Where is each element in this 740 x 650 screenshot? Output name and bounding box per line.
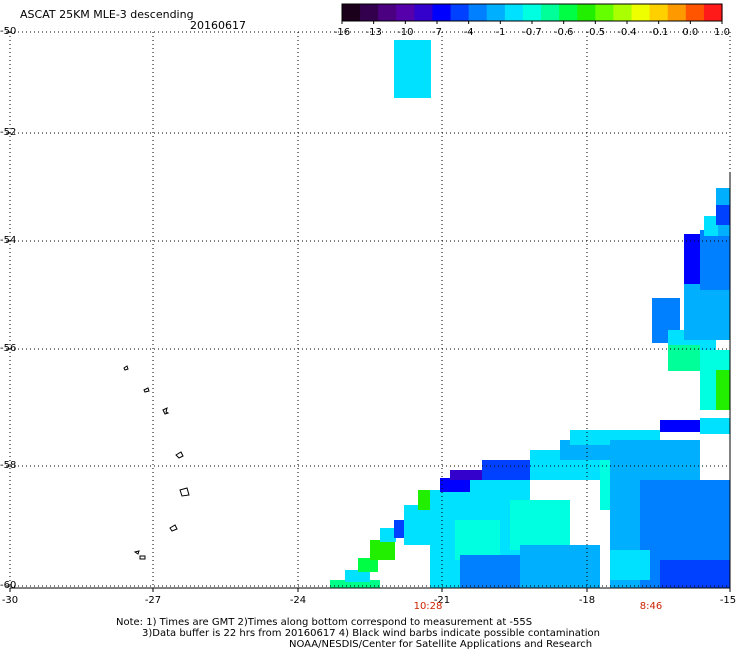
swath-cell bbox=[668, 345, 700, 371]
swath-cell bbox=[610, 550, 650, 580]
lat-label-50: -50 bbox=[0, 26, 17, 37]
swath-cell bbox=[700, 418, 730, 434]
swath-cell bbox=[660, 420, 700, 432]
colorbar-tick-label: -0.7 bbox=[522, 27, 542, 38]
lat-label-60: -60 bbox=[0, 580, 17, 591]
swath-cell bbox=[370, 540, 395, 560]
note-line-1: Note: 1) Times are GMT 2)Times along bot… bbox=[116, 617, 533, 628]
swath-cell bbox=[380, 528, 396, 542]
colorbar-swatch bbox=[450, 4, 470, 21]
lon-label-21: -21 bbox=[433, 595, 451, 606]
time-label: 8:46 bbox=[639, 601, 663, 612]
map-frame bbox=[6, 31, 731, 592]
swath-cell bbox=[510, 500, 570, 550]
island bbox=[123, 365, 129, 371]
time-label: 10:28 bbox=[413, 601, 443, 612]
colorbar-swatch bbox=[378, 4, 397, 21]
colorbar-swatch bbox=[504, 4, 524, 21]
colorbar-swatch bbox=[649, 4, 669, 21]
swath-cell bbox=[450, 470, 490, 480]
island bbox=[169, 524, 178, 532]
colorbar-tick-label: -13 bbox=[365, 27, 382, 38]
grid-lines bbox=[9, 31, 731, 588]
colorbar-tick-label: -7 bbox=[432, 27, 442, 38]
lat-label-56: -56 bbox=[0, 343, 17, 354]
colorbar-swatch bbox=[577, 4, 596, 21]
colorbar-swatch bbox=[613, 4, 633, 21]
lon-label-15: -15 bbox=[719, 595, 737, 606]
colorbar-tick-label: -4 bbox=[463, 27, 474, 38]
swath-cell bbox=[358, 558, 378, 572]
colorbar-swatch bbox=[703, 4, 723, 21]
colorbar-swatch bbox=[541, 4, 560, 21]
swath-cell bbox=[520, 545, 600, 588]
island-outlines bbox=[123, 365, 190, 560]
swath-cell bbox=[394, 520, 404, 538]
lat-label-54: -54 bbox=[0, 235, 17, 246]
colorbar-swatch bbox=[667, 4, 687, 21]
colorbar-swatch bbox=[468, 4, 488, 21]
swath-cell bbox=[716, 205, 730, 225]
island bbox=[143, 387, 150, 393]
colorbar-swatch bbox=[342, 4, 361, 21]
swath-cell bbox=[404, 505, 430, 545]
island bbox=[179, 487, 190, 497]
note-line-3: NOAA/NESDIS/Center for Satellite Applica… bbox=[289, 639, 593, 650]
colorbar-tick-label: -10 bbox=[397, 27, 414, 38]
colorbar-swatch bbox=[595, 4, 615, 21]
colorbar-swatch bbox=[522, 4, 542, 21]
colorbar bbox=[341, 3, 723, 24]
colorbar-tick-label: -1 bbox=[495, 27, 506, 38]
swath-cell bbox=[716, 370, 730, 410]
colorbar-swatch bbox=[396, 4, 415, 21]
note-line-2: 3)Data buffer is 22 hrs from 20160617 4)… bbox=[142, 628, 600, 639]
swath-cell bbox=[330, 580, 380, 588]
colorbar-swatch bbox=[559, 4, 578, 21]
swath-cell bbox=[704, 216, 718, 236]
colorbar-swatch bbox=[360, 4, 379, 21]
swath-cell bbox=[482, 460, 530, 480]
lon-label-30: -30 bbox=[1, 595, 19, 606]
colorbar-tick-label: -0.5 bbox=[585, 27, 606, 38]
colorbar-tick-label: -0.6 bbox=[553, 27, 574, 38]
colorbar-swatch bbox=[631, 4, 651, 21]
lon-label-18: -18 bbox=[578, 595, 596, 606]
lat-label-58: -58 bbox=[0, 460, 17, 471]
island bbox=[133, 550, 146, 560]
island bbox=[175, 451, 184, 459]
swath-cell bbox=[660, 560, 730, 588]
swath-cell bbox=[455, 520, 500, 560]
map-date: 20160617 bbox=[190, 19, 246, 32]
lon-label-24: -24 bbox=[289, 595, 307, 606]
lon-label-27: -27 bbox=[144, 595, 162, 606]
map-title: ASCAT 25KM MLE-3 descending bbox=[20, 8, 194, 21]
lat-label-52: -52 bbox=[0, 127, 17, 138]
swath-cell bbox=[460, 555, 520, 588]
colorbar-swatch bbox=[486, 4, 506, 21]
colorbar-swatch bbox=[685, 4, 705, 21]
colorbar-swatch bbox=[414, 4, 434, 21]
swath-cell bbox=[394, 40, 431, 98]
swath-cell bbox=[700, 230, 730, 290]
swath-cell bbox=[345, 570, 370, 582]
colorbar-swatch bbox=[432, 4, 452, 21]
wind-swath bbox=[330, 40, 730, 588]
island bbox=[162, 407, 170, 415]
